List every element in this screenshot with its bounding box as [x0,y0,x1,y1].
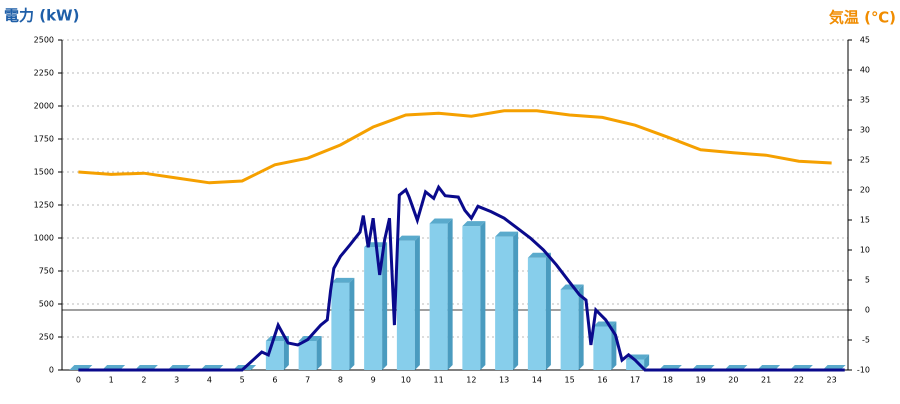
y2-tick-label: -10 [857,366,870,375]
bar-side [349,277,355,370]
bar-side [447,218,453,370]
y-tick-label: 1250 [34,201,54,210]
bar [364,247,383,370]
y2-tick-label: 15 [860,216,870,225]
bar-side [316,335,322,370]
y-tick-label: 2250 [34,69,54,78]
x-tick-label: 11 [434,376,444,385]
bar [626,359,645,370]
y2-axis-title: 気温 (℃) [829,9,896,27]
x-tick-label: 15 [565,376,575,385]
y2-tick-label: -5 [862,336,870,345]
x-tick-label: 13 [499,376,509,385]
y-tick-label: 750 [39,267,54,276]
bar [593,326,612,370]
y2-tick-label: 20 [860,186,870,195]
y2-tick-label: 0 [865,306,870,315]
bar [396,240,415,370]
power_line [78,184,845,372]
bar-top [396,235,420,241]
x-tick-label: 17 [630,376,640,385]
x-tick-label: 0 [76,376,81,385]
x-tick-label: 16 [597,376,607,385]
x-tick-label: 4 [207,376,212,385]
y-tick-label: 1500 [34,168,54,177]
y2-tick-label: 35 [860,96,870,105]
x-tick-label: 12 [466,376,476,385]
bar-side [513,231,519,370]
x-tick-label: 21 [761,376,771,385]
y2-tick-label: 30 [860,126,870,135]
x-tick-label: 5 [240,376,245,385]
y-tick-label: 1000 [34,234,54,243]
temp_line [78,109,832,185]
x-tick-label: 6 [272,376,277,385]
bar [298,340,317,370]
y2-tick-label: 5 [865,276,870,285]
y-axis-title: 電力 (kW) [4,7,79,25]
x-tick-label: 3 [174,376,179,385]
bar-side [382,242,388,370]
bar-top [331,277,355,283]
bar-top [462,221,486,227]
bar [560,289,579,370]
y-tick-label: 0 [49,366,54,375]
bar-side [644,354,650,370]
x-tick-label: 20 [728,376,738,385]
y-tick-label: 1750 [34,135,54,144]
y-tick-label: 2000 [34,102,54,111]
y-tick-label: 500 [39,300,54,309]
bar [495,236,514,370]
y-tick-label: 2500 [34,36,54,45]
y2-tick-label: 40 [860,66,870,75]
x-tick-label: 14 [532,376,542,385]
bar-side [414,235,420,370]
bar [429,223,448,370]
bar [462,226,481,370]
bar [527,257,546,370]
x-tick-label: 19 [696,376,706,385]
x-tick-label: 1 [109,376,114,385]
bar-side [545,252,551,370]
bar-side [480,221,486,370]
bar-side [283,335,289,370]
x-tick-label: 18 [663,376,673,385]
x-tick-label: 7 [305,376,310,385]
x-tick-label: 9 [371,376,376,385]
x-tick-label: 23 [827,376,837,385]
bar-top [429,218,453,224]
y2-tick-label: 45 [860,36,870,45]
x-tick-label: 8 [338,376,343,385]
x-tick-label: 22 [794,376,804,385]
y2-tick-label: 10 [860,246,870,255]
x-tick-label: 2 [141,376,146,385]
x-tick-label: 10 [401,376,411,385]
y2-tick-label: 25 [860,156,870,165]
bar [331,282,350,370]
bar-side [578,284,584,370]
bar-top [495,231,519,237]
y-tick-label: 250 [39,333,54,342]
